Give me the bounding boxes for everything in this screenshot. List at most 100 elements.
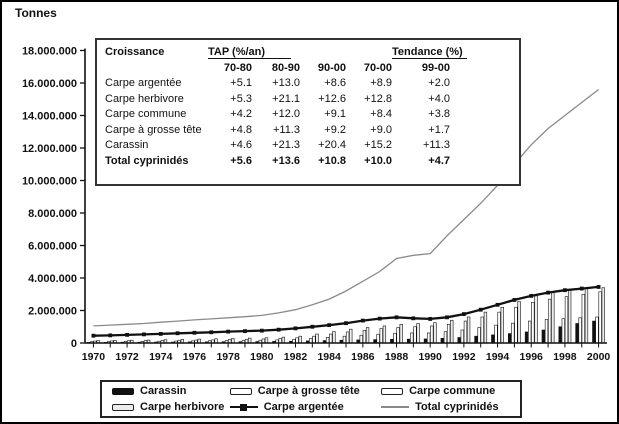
y-axis-label: 0 (71, 338, 77, 350)
bar-1 (359, 334, 363, 344)
line-marker (226, 329, 231, 334)
y-axis-label: 2.000.000 (28, 306, 77, 318)
bar-2 (480, 316, 484, 344)
bar-3 (298, 335, 302, 344)
bar-3 (584, 288, 589, 344)
line-marker (192, 330, 197, 335)
bar-0 (575, 323, 579, 344)
table-cell-value: +8.6 (324, 77, 346, 89)
bar-3 (466, 316, 471, 344)
bar-1 (544, 319, 549, 344)
line-marker (563, 288, 567, 293)
x-axis-label: 1996 (520, 351, 544, 363)
bar-2 (396, 327, 400, 344)
bar-3 (567, 289, 572, 344)
bar-2 (547, 298, 552, 344)
table-row-label: Total cyprinidés (105, 154, 189, 167)
line-marker (158, 332, 163, 336)
table-cell-value: +20.4 (318, 139, 346, 151)
legend-item: Total cyprinidés (381, 401, 510, 413)
line-marker (596, 285, 601, 289)
bar-3 (332, 331, 336, 344)
table-cell-value: +9.0 (370, 123, 392, 136)
x-axis-label: 1972 (115, 351, 139, 363)
bar-1 (477, 327, 481, 344)
bar-2 (514, 306, 518, 344)
chart-legend: Carassin Carpe à grosse tête Carpe commune… (100, 380, 522, 418)
legend-item: Carassin (112, 385, 230, 397)
bar-1 (528, 320, 532, 344)
line-marker (512, 298, 517, 302)
legend-item: Carpe argentée (229, 401, 381, 413)
table-cell-empty (450, 138, 511, 154)
line-marker (108, 333, 113, 338)
table-cell-value: +12.0 (272, 108, 300, 120)
table-period-header: 80-90 (271, 61, 300, 74)
table-cell-value: +8.4 (370, 108, 392, 120)
bar-2 (564, 296, 569, 344)
growth-table: Croissance TAP (%/an) Tendance (%) 70-80… (95, 38, 521, 186)
bar-3 (450, 319, 454, 344)
y-axis-label: 18.000.000 (22, 46, 77, 58)
line-marker (428, 317, 433, 321)
table-cell-value: +4.0 (428, 92, 450, 105)
line-marker (327, 323, 332, 328)
x-axis-label: 2000 (587, 351, 611, 363)
bar-3 (416, 323, 420, 344)
table-cell-empty (450, 61, 511, 77)
bar-2 (598, 291, 602, 344)
bar-3 (365, 327, 370, 344)
x-axis-label: 1970 (82, 351, 106, 363)
bar-3 (382, 325, 387, 344)
table-cell-value: +21.1 (272, 92, 300, 105)
line-marker (259, 328, 264, 333)
bar-2 (446, 324, 451, 344)
table-cell-value: +4.8 (230, 123, 252, 136)
legend-label: Carpe herbivore (140, 401, 225, 413)
line-marker (445, 315, 449, 320)
bar-1 (561, 318, 565, 344)
table-cell-value: +4.7 (428, 154, 450, 167)
legend-bar-swatch (112, 403, 134, 411)
table-cell-value: +5.6 (230, 154, 252, 167)
table-cell-value: +11.3 (422, 139, 450, 151)
line-marker (310, 324, 315, 329)
legend-item: Carpe à grosse tête (229, 385, 381, 397)
x-axis-label: 1994 (486, 351, 510, 363)
x-axis-label: 1980 (250, 351, 274, 363)
y-axis-label: 6.000.000 (28, 241, 77, 253)
bar-3 (483, 311, 488, 344)
table-cell-empty (450, 123, 511, 139)
bar-3 (534, 295, 538, 344)
bar-0 (592, 320, 596, 344)
bar-2 (379, 328, 383, 344)
table-cell-value: +15.2 (364, 139, 392, 151)
bar-2 (531, 302, 535, 344)
bar-0 (524, 331, 529, 344)
bar-3 (315, 333, 319, 344)
line-series-1 (93, 285, 599, 337)
table-cell-value: +4.6 (230, 139, 252, 151)
bar-3 (500, 306, 504, 344)
line-marker (243, 329, 247, 334)
table-cell-empty (105, 61, 208, 77)
y-axis-label: 16.000.000 (22, 78, 77, 90)
bar-1 (443, 331, 448, 344)
x-axis-label: 1990 (419, 351, 443, 363)
y-axis-label: 14.000.000 (22, 111, 77, 123)
legend-thin-line-swatch (381, 406, 410, 408)
bar-1 (342, 335, 347, 344)
y-axis-title: Tonnes (15, 6, 57, 20)
legend-label: Carpe à grosse tête (257, 385, 360, 397)
bar-2 (345, 331, 350, 344)
table-header-tendance: Tendance (%) (392, 45, 511, 61)
y-axis-label: 10.000.000 (22, 176, 77, 188)
table-cell-value: +2.0 (428, 77, 450, 89)
table-cell-value: +12.8 (364, 92, 392, 105)
line-marker (344, 321, 348, 326)
bar-3 (517, 301, 521, 344)
legend-label: Total cyprinidés (415, 401, 499, 413)
bar-1 (325, 337, 330, 344)
line-marker (209, 330, 214, 335)
table-row-label: Carpe à grosse tête (105, 123, 202, 136)
